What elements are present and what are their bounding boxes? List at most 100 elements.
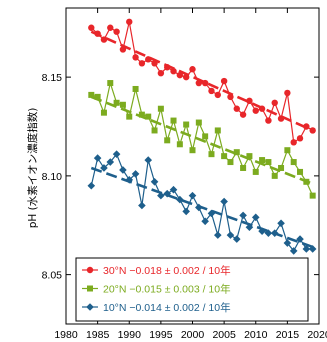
data-point: [100, 164, 108, 172]
series-20n: [88, 80, 316, 199]
data-point: [201, 79, 209, 87]
data-point: [232, 235, 241, 243]
data-point: [88, 91, 95, 98]
data-point: [296, 235, 304, 243]
data-point: [284, 147, 291, 154]
data-point: [138, 60, 146, 67]
data-point: [251, 213, 260, 222]
data-point: [100, 109, 107, 116]
data-point: [270, 229, 279, 237]
data-point: [126, 113, 133, 120]
y-axis-label: pH (水素イオン濃度指数): [26, 108, 39, 229]
data-point: [131, 170, 140, 178]
data-point: [145, 56, 152, 63]
data-point: [271, 172, 278, 179]
data-point: [227, 93, 234, 101]
legend-marker: [87, 285, 93, 292]
data-point: [233, 149, 240, 156]
data-point: [214, 127, 221, 134]
x-tick-labels: 1980 1985 1990 1995 2000 2005 2010 2015 2020: [54, 329, 327, 341]
data-point: [113, 28, 120, 35]
x-tick-label: 2015: [276, 329, 300, 341]
x-tick-label: 1985: [86, 329, 110, 341]
data-point: [265, 159, 272, 166]
data-point: [290, 159, 297, 166]
data-point: [195, 119, 202, 126]
legend-marker: [86, 303, 94, 311]
data-point: [145, 113, 152, 120]
data-point: [201, 217, 209, 226]
data-point: [207, 209, 216, 218]
data-point: [182, 73, 190, 81]
legend-label: 20°N −0.015 ± 0.003 / 10年: [103, 283, 231, 296]
legend-box: [75, 257, 309, 322]
data-point: [252, 107, 259, 114]
y-tick-label: 8.05: [42, 270, 63, 282]
data-point: [258, 227, 266, 235]
x-tick-label: 2020: [307, 329, 327, 341]
data-point: [138, 111, 145, 118]
data-point: [208, 151, 215, 158]
trend-line: [90, 30, 314, 132]
data-point: [233, 105, 240, 112]
data-point: [214, 91, 221, 99]
data-point: [252, 168, 259, 175]
data-point: [309, 127, 316, 134]
data-point: [290, 139, 297, 146]
data-point: [309, 192, 316, 199]
data-point: [182, 207, 190, 216]
data-point: [303, 178, 310, 185]
data-point: [246, 153, 253, 160]
data-point: [240, 164, 247, 171]
data-point: [239, 211, 247, 220]
data-point: [176, 141, 183, 148]
data-point: [157, 69, 165, 77]
data-point: [88, 24, 95, 31]
data-point: [195, 79, 203, 87]
data-point: [214, 231, 222, 239]
x-tick-label: 1980: [54, 329, 78, 341]
data-point: [189, 147, 196, 154]
data-point: [107, 80, 114, 87]
data-point: [176, 71, 184, 79]
data-point: [296, 135, 304, 142]
y-tick-label: 8.10: [42, 171, 63, 183]
data-point: [113, 99, 120, 106]
data-point: [183, 121, 190, 128]
data-point: [100, 36, 108, 43]
legend-entry: 10°N −0.014 ± 0.002 / 10年: [82, 301, 231, 314]
data-point: [239, 111, 247, 118]
series-30n: [88, 18, 316, 146]
y-tick-labels: 8.05 8.10 8.15: [42, 72, 63, 282]
data-point: [94, 93, 101, 100]
data-point: [151, 127, 158, 134]
trend-line: [90, 95, 314, 185]
data-point: [106, 158, 115, 166]
data-point: [284, 89, 291, 97]
data-point: [283, 239, 292, 247]
data-point: [220, 197, 228, 206]
data-point: [297, 168, 304, 175]
data-point: [126, 18, 133, 26]
data-point: [277, 115, 285, 122]
data-point: [132, 85, 139, 92]
data-point: [226, 231, 235, 239]
data-point: [259, 157, 266, 164]
data-point: [87, 181, 96, 190]
data-point: [132, 54, 139, 61]
x-tick-label: 1990: [118, 329, 142, 341]
data-point: [107, 24, 114, 31]
data-point: [125, 176, 134, 184]
data-point: [277, 219, 285, 228]
data-point: [119, 46, 127, 53]
data-point: [169, 185, 178, 194]
data-point: [221, 153, 228, 160]
data-point: [170, 117, 177, 124]
series-10n: [87, 150, 317, 255]
data-point: [208, 87, 215, 95]
data-point: [138, 201, 146, 210]
data-point: [264, 229, 273, 237]
y-tick-label: 8.15: [42, 72, 63, 84]
data-point: [265, 117, 272, 124]
x-tick-label: 1995: [149, 329, 173, 341]
